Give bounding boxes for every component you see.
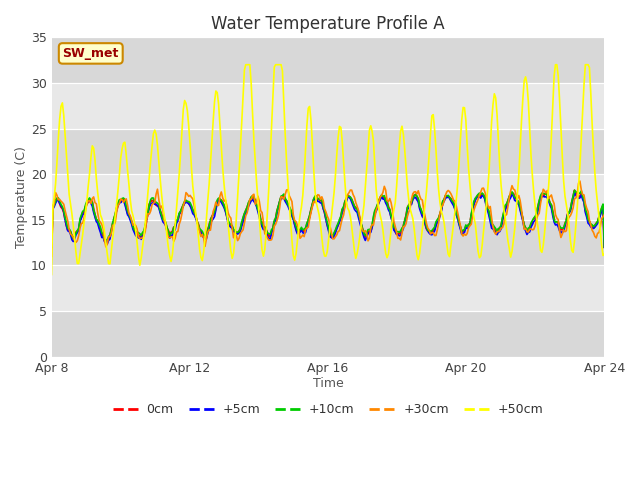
Bar — [51, 83, 604, 129]
Legend: 0cm, +5cm, +10cm, +30cm, +50cm: 0cm, +5cm, +10cm, +30cm, +50cm — [108, 398, 548, 421]
Bar — [51, 311, 604, 357]
Bar — [51, 174, 604, 220]
X-axis label: Time: Time — [312, 377, 343, 390]
Y-axis label: Temperature (C): Temperature (C) — [15, 146, 28, 248]
Bar — [51, 129, 604, 174]
Bar — [51, 220, 604, 265]
Bar — [51, 265, 604, 311]
Text: SW_met: SW_met — [63, 47, 119, 60]
Bar — [51, 37, 604, 83]
Title: Water Temperature Profile A: Water Temperature Profile A — [211, 15, 445, 33]
